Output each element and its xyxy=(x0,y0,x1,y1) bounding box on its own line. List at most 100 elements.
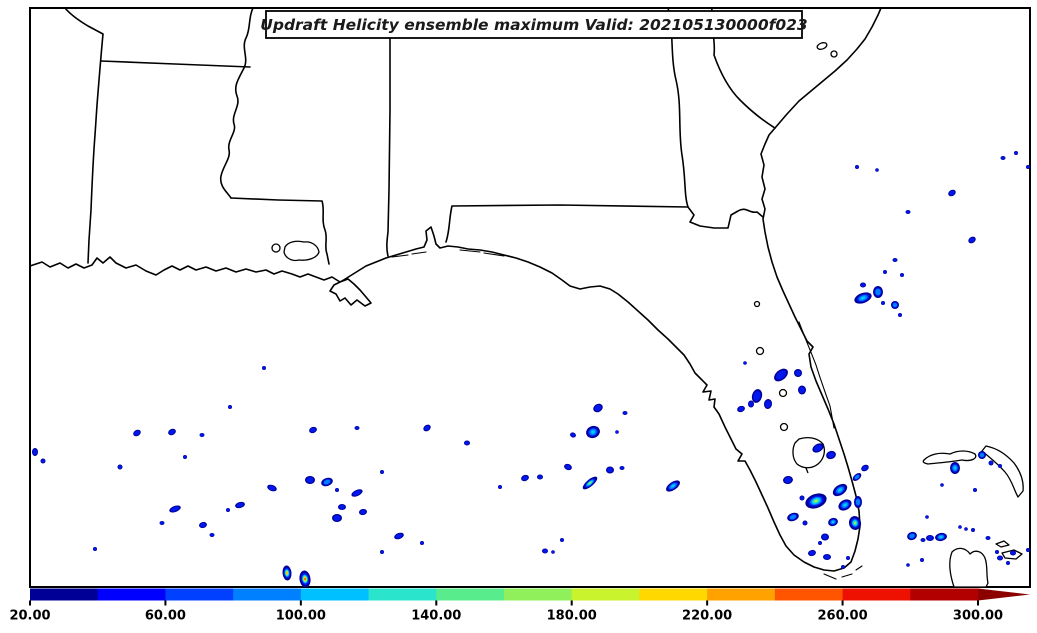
helicity-blob xyxy=(905,210,911,214)
helicity-blob-ring xyxy=(333,515,341,521)
helicity-blob-ring xyxy=(560,538,564,542)
helicity-blob-ring xyxy=(795,370,801,376)
helicity-blob xyxy=(570,432,576,438)
colorbar-tick-label: 180.00 xyxy=(547,609,597,624)
helicity-blob-ring xyxy=(1006,561,1010,565)
helicity-blob xyxy=(978,451,986,459)
helicity-blob-ring xyxy=(537,475,543,479)
helicity-blob xyxy=(900,273,904,277)
helicity-blob xyxy=(826,450,836,460)
helicity-blob-ring xyxy=(809,550,815,556)
helicity-blob xyxy=(973,488,977,492)
helicity-blob xyxy=(199,433,205,437)
helicity-blob-ring xyxy=(565,464,571,470)
helicity-blob-ring xyxy=(420,541,424,545)
helicity-blob xyxy=(823,554,831,560)
helicity-blob xyxy=(940,483,944,487)
helicity-blob-ring xyxy=(776,370,786,380)
state-border-al-fl xyxy=(445,204,689,243)
helicity-blob xyxy=(798,385,806,395)
helicity-blob-ring xyxy=(953,466,957,470)
helicity-blob xyxy=(560,538,564,542)
helicity-blob-ring xyxy=(1026,548,1030,552)
colorbar-segment xyxy=(842,588,911,601)
helicity-blob xyxy=(209,533,215,537)
helicity-blob xyxy=(117,464,123,470)
helicity-blob-ring xyxy=(380,550,384,554)
helicity-blob-ring xyxy=(210,533,214,537)
helicity-blob-ring xyxy=(1026,165,1030,169)
helicity-blob-ring xyxy=(620,466,624,470)
helicity-blob-ring xyxy=(940,483,944,487)
helicity-blob xyxy=(763,399,773,409)
helicity-blob-ring xyxy=(862,465,868,471)
helicity-blob xyxy=(985,536,991,540)
helicity-blob xyxy=(262,366,266,370)
helicity-blob xyxy=(787,512,799,522)
helicity-blob xyxy=(832,483,848,497)
helicity-blob xyxy=(542,548,548,554)
helicity-blob-ring xyxy=(939,535,943,539)
colorbar-segment xyxy=(436,588,505,601)
helicity-blob-ring xyxy=(743,361,747,365)
helicity-blob xyxy=(1026,165,1030,169)
helicity-blob-ring xyxy=(789,514,797,520)
helicity-blob xyxy=(305,476,315,484)
title-box xyxy=(265,10,803,39)
helicity-blob-ring xyxy=(93,547,97,551)
helicity-blob-ring xyxy=(921,538,925,542)
colorbar-segment xyxy=(504,588,573,601)
helicity-blob xyxy=(802,520,808,526)
helicity-blob xyxy=(958,525,962,529)
helicity-blob xyxy=(226,508,230,512)
helicity-blob xyxy=(351,489,363,497)
helicity-blob xyxy=(925,515,929,519)
helicity-blob xyxy=(498,485,502,489)
helicity-blob-ring xyxy=(200,433,204,437)
helicity-blob-ring xyxy=(909,533,915,539)
helicity-blob xyxy=(40,458,46,464)
helicity-blob-ring xyxy=(615,430,619,434)
helicity-blob xyxy=(338,504,346,510)
helicity-blob-ring xyxy=(160,521,164,525)
helicity-blob-ring xyxy=(843,503,847,507)
helicity-blob xyxy=(950,462,960,474)
colorbar: 20.00 60.00 100.00 140.00 180.00 220.00 260.00… xyxy=(9,588,1030,624)
helicity-blobs xyxy=(32,151,1030,588)
helicity-blob xyxy=(881,301,885,305)
helicity-blob xyxy=(332,514,342,522)
helicity-blob xyxy=(873,286,883,298)
helicity-blob xyxy=(920,538,926,542)
helicity-blob-ring xyxy=(594,404,602,412)
mississippi-river-border xyxy=(219,7,254,199)
helicity-blob xyxy=(926,535,934,541)
helicity-blob xyxy=(855,165,859,169)
helicity-blob-ring xyxy=(671,484,675,488)
state-border-al-ga xyxy=(667,7,689,208)
helicity-blob-ring xyxy=(118,465,122,469)
georgia-coast-islands xyxy=(816,42,838,58)
helicity-blob-ring xyxy=(226,508,230,512)
helicity-blob xyxy=(821,533,829,541)
florida-keys xyxy=(823,565,863,580)
helicity-blob-ring xyxy=(355,426,359,430)
helicity-blob xyxy=(920,558,924,562)
helicity-blob-ring xyxy=(855,165,859,169)
helicity-blob-ring xyxy=(900,273,904,277)
gulf-atlantic-coastline xyxy=(29,7,882,572)
helicity-blob xyxy=(666,480,680,492)
helicity-blob-ring xyxy=(803,521,807,525)
state-border-la-ar xyxy=(100,60,251,68)
barrier-islands xyxy=(391,249,505,258)
helicity-blob-ring xyxy=(973,488,977,492)
helicity-blob-ring xyxy=(906,563,910,567)
helicity-blob-ring xyxy=(542,549,548,553)
helicity-blob xyxy=(537,474,543,480)
helicity-blob xyxy=(183,455,187,459)
colorbar-tick-label: 20.00 xyxy=(9,609,50,624)
helicity-blob xyxy=(309,426,317,434)
helicity-blob xyxy=(743,361,747,365)
helicity-blob-ring xyxy=(860,283,866,287)
helicity-blob xyxy=(875,168,879,172)
